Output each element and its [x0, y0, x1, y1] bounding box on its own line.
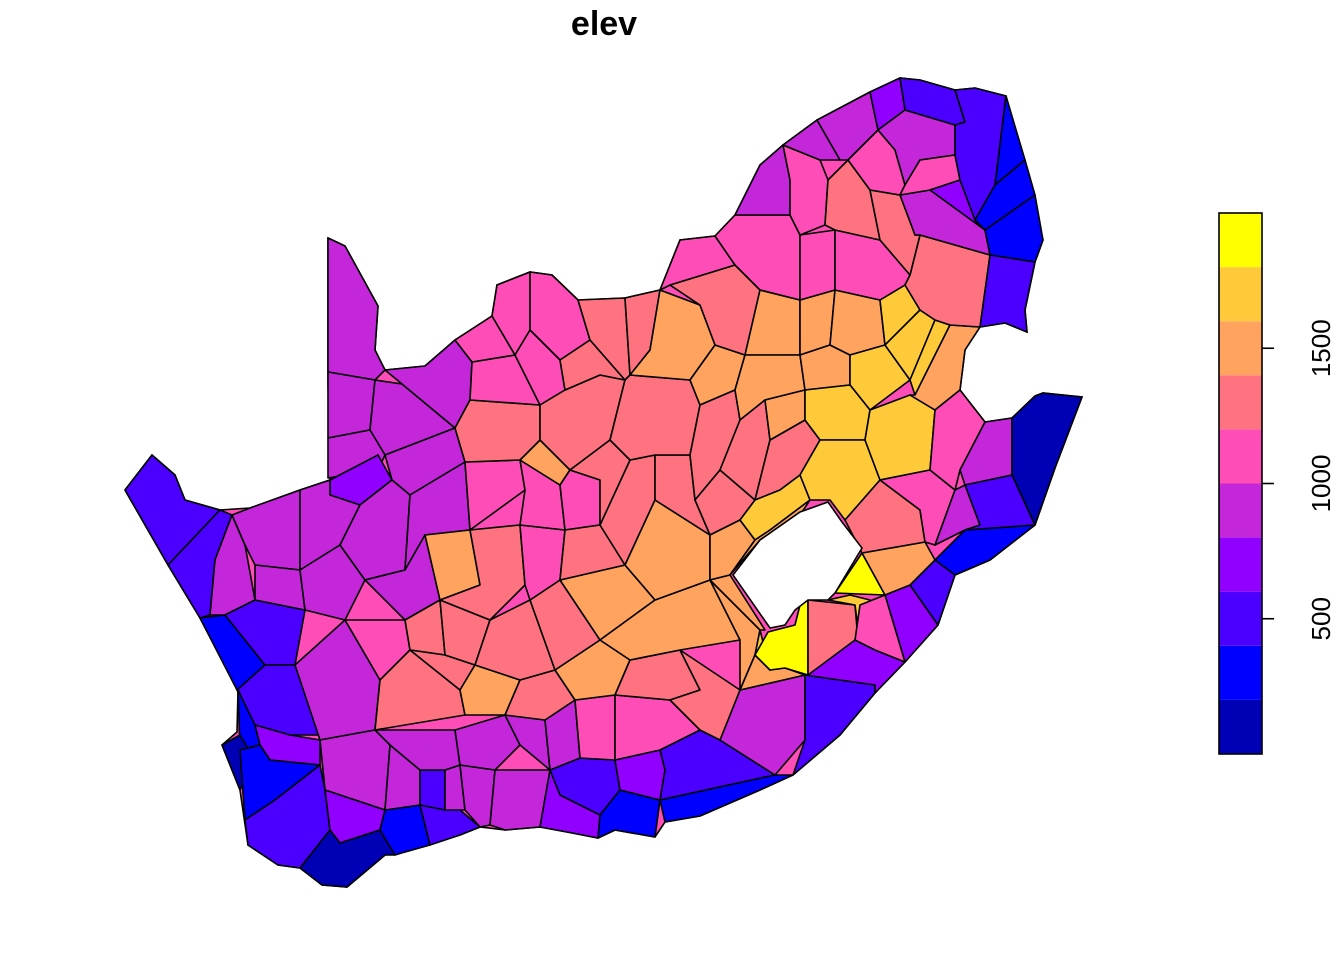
map-cell — [799, 229, 836, 301]
map-cell — [327, 237, 386, 381]
legend-swatch — [1219, 267, 1262, 322]
legend-tick-label: 500 — [1306, 597, 1336, 640]
voronoi-cells — [124, 77, 1083, 888]
legend-swatch — [1219, 699, 1262, 754]
legend-tick-label: 1500 — [1306, 319, 1336, 377]
legend-swatch — [1219, 375, 1262, 430]
legend-swatch — [1219, 429, 1262, 484]
legend-swatch — [1219, 483, 1262, 538]
legend-swatch — [1219, 321, 1262, 376]
map-cell — [419, 769, 446, 811]
legend-swatch — [1219, 591, 1262, 646]
map-cell — [574, 694, 616, 761]
map-cell — [984, 194, 1044, 263]
map-cell — [849, 344, 911, 411]
map-cell — [734, 144, 791, 216]
map-cell — [559, 469, 601, 531]
map-cell — [224, 599, 306, 666]
legend-swatch — [1219, 213, 1262, 268]
map-cell — [792, 674, 876, 776]
map-cell — [609, 374, 701, 461]
map-cell — [474, 599, 556, 681]
map-cell — [864, 394, 936, 481]
color-legend: 500 1000 1500 — [1218, 212, 1336, 755]
map-cell — [709, 574, 766, 631]
map-cell — [979, 254, 1036, 333]
map-cell — [327, 371, 376, 439]
map-cell — [854, 594, 906, 663]
legend-swatch — [1219, 537, 1262, 592]
map-cell — [569, 439, 631, 526]
map-title: elev — [571, 5, 637, 43]
legend-swatch — [1219, 645, 1262, 700]
map-cell — [559, 339, 626, 391]
map-cell — [454, 714, 521, 771]
map-cell — [659, 235, 736, 291]
map-cell — [454, 399, 541, 463]
map-cell — [934, 524, 1036, 576]
map-cell — [489, 769, 551, 831]
map-cell — [299, 544, 366, 621]
lesotho-hole — [732, 501, 863, 629]
legend-tick-label: 1000 — [1306, 455, 1336, 513]
map-cell — [1011, 392, 1083, 526]
